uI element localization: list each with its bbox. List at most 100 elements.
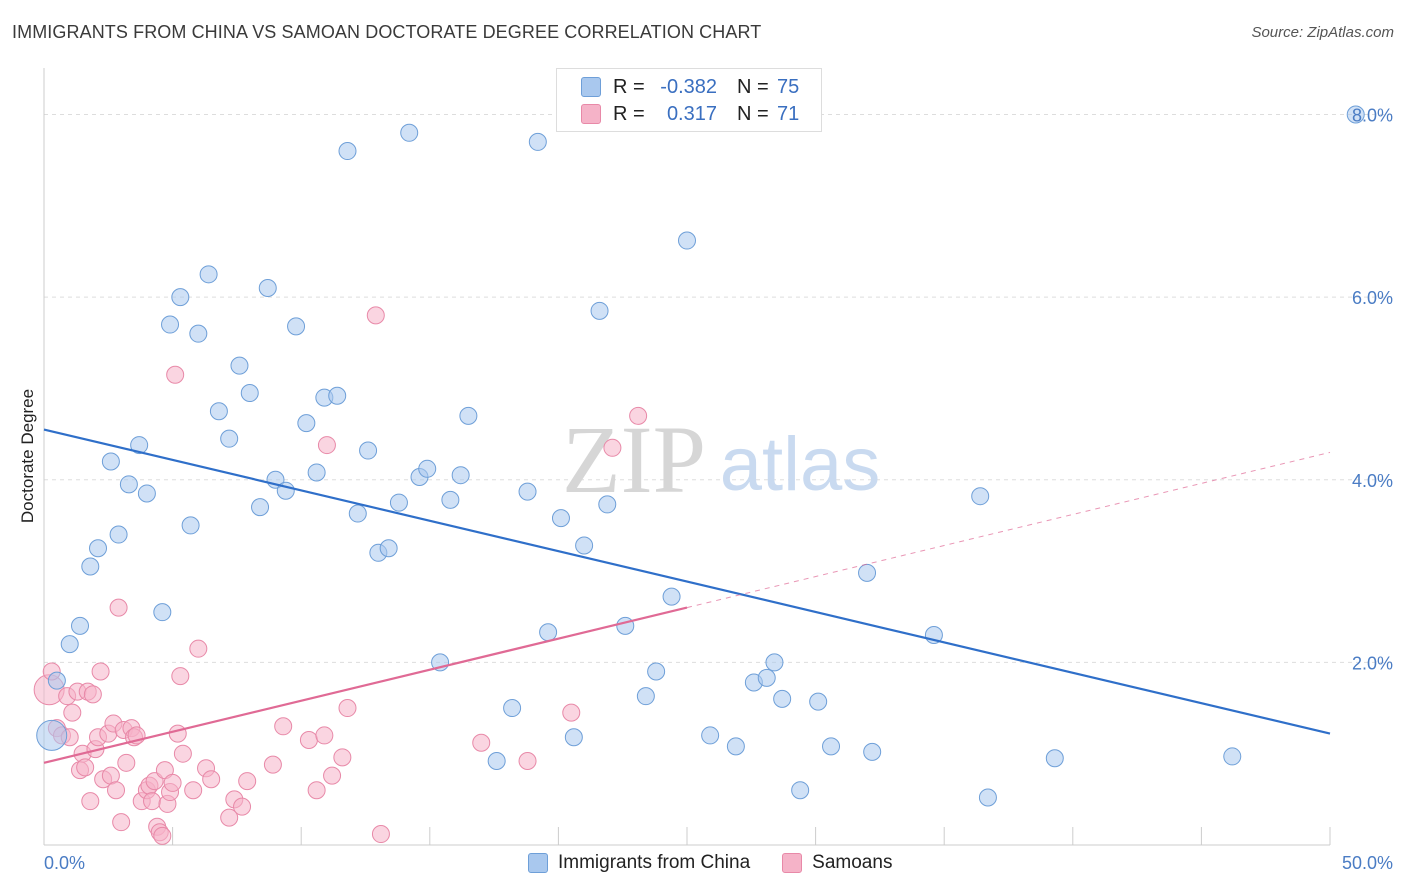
china-point bbox=[220, 429, 239, 448]
y-tick-label: 8.0% bbox=[1352, 106, 1393, 126]
china-point bbox=[181, 516, 200, 535]
samoan-point bbox=[472, 733, 491, 752]
y-axis-label: Doctorate Degree bbox=[18, 389, 37, 523]
china-point bbox=[441, 490, 460, 509]
china-point bbox=[809, 692, 828, 711]
china-point bbox=[662, 587, 681, 606]
legend-n-label: N = bbox=[737, 102, 769, 125]
samoan-point bbox=[333, 748, 352, 767]
china-point bbox=[726, 737, 745, 756]
china-point bbox=[251, 498, 270, 517]
legend-r-value: 0.317 bbox=[666, 102, 717, 125]
samoan-trend-extension bbox=[686, 451, 1331, 609]
china-point bbox=[487, 751, 506, 770]
samoan-point bbox=[91, 662, 110, 681]
china-point bbox=[189, 324, 208, 343]
samoan-point bbox=[184, 781, 203, 800]
legend-n-value: 75 bbox=[777, 75, 800, 98]
china-point bbox=[616, 616, 635, 635]
china-point bbox=[328, 386, 347, 405]
china-point bbox=[359, 441, 378, 460]
x-tick-label-max: 50.0% bbox=[1342, 853, 1393, 873]
china-point bbox=[647, 662, 666, 681]
china-point bbox=[551, 509, 570, 528]
samoan-point bbox=[238, 772, 257, 791]
china-point bbox=[418, 459, 437, 478]
china-point bbox=[678, 231, 696, 250]
china-point bbox=[199, 265, 218, 284]
series-legend: Immigrants from China Samoans bbox=[528, 852, 924, 874]
china-points bbox=[36, 94, 1365, 807]
legend-swatch-samoan bbox=[581, 104, 601, 124]
y-tick-label: 2.0% bbox=[1352, 653, 1393, 673]
china-point bbox=[528, 132, 547, 151]
trend-lines bbox=[43, 428, 1331, 764]
x-tick-label-min: 0.0% bbox=[44, 853, 85, 873]
samoan-trend-line bbox=[43, 606, 688, 764]
samoan-point bbox=[153, 826, 172, 845]
samoan-point bbox=[629, 406, 648, 425]
samoan-point bbox=[81, 792, 100, 811]
china-point bbox=[230, 356, 249, 375]
samoan-point bbox=[562, 703, 581, 722]
samoan-point bbox=[299, 730, 318, 749]
china-point bbox=[539, 623, 558, 642]
china-point bbox=[137, 484, 156, 503]
legend-r-label: R = bbox=[613, 75, 645, 98]
china-point bbox=[161, 315, 180, 334]
china-point bbox=[701, 726, 720, 745]
samoan-point bbox=[307, 781, 326, 800]
china-point bbox=[153, 603, 172, 622]
samoan-point bbox=[166, 365, 185, 384]
samoan-point bbox=[63, 703, 82, 722]
china-point bbox=[791, 781, 810, 800]
legend-row-china: R = -0.382 N = 75 bbox=[581, 74, 807, 100]
china-point bbox=[119, 475, 138, 494]
china-point bbox=[1045, 749, 1064, 768]
china-point bbox=[101, 452, 120, 471]
samoan-point bbox=[603, 438, 622, 457]
china-point bbox=[971, 487, 990, 506]
china-point bbox=[240, 384, 259, 403]
samoan-point bbox=[109, 598, 128, 617]
china-point bbox=[287, 317, 306, 336]
legend-n-label: N = bbox=[737, 75, 769, 98]
series-name-samoan: Samoans bbox=[812, 852, 893, 873]
china-point bbox=[564, 728, 583, 747]
samoan-point bbox=[220, 808, 239, 827]
china-point bbox=[348, 504, 367, 523]
legend-swatch-china bbox=[581, 77, 601, 97]
samoan-point bbox=[145, 772, 164, 791]
samoan-point bbox=[189, 639, 208, 658]
china-point bbox=[130, 436, 149, 455]
china-point bbox=[978, 788, 997, 807]
china-point bbox=[757, 668, 776, 687]
samoan-point bbox=[338, 699, 357, 718]
samoan-point bbox=[171, 667, 190, 686]
series-legend-samoan: Samoans bbox=[782, 852, 892, 874]
china-point bbox=[1223, 747, 1242, 766]
correlation-legend: R = -0.382 N = 75 R = 0.317 N = 71 bbox=[556, 68, 822, 132]
samoan-point bbox=[323, 766, 342, 785]
china-point bbox=[400, 123, 419, 142]
samoan-point bbox=[83, 685, 102, 704]
legend-r-value: -0.382 bbox=[660, 75, 717, 98]
china-point bbox=[765, 653, 784, 672]
samoan-point bbox=[315, 726, 334, 745]
samoan-point bbox=[202, 770, 221, 789]
series-name-china: Immigrants from China bbox=[558, 852, 751, 873]
samoan-point bbox=[112, 813, 131, 832]
legend-n-value: 71 bbox=[777, 102, 800, 125]
china-point bbox=[36, 719, 68, 751]
samoan-point bbox=[143, 792, 162, 811]
china-point bbox=[451, 466, 470, 485]
china-point bbox=[636, 687, 655, 706]
china-point bbox=[71, 616, 90, 635]
china-point bbox=[379, 539, 398, 558]
china-point bbox=[518, 482, 537, 501]
china-point bbox=[863, 742, 882, 761]
china-point bbox=[109, 525, 128, 544]
china-point bbox=[307, 463, 326, 482]
series-swatch-samoan bbox=[782, 853, 803, 873]
